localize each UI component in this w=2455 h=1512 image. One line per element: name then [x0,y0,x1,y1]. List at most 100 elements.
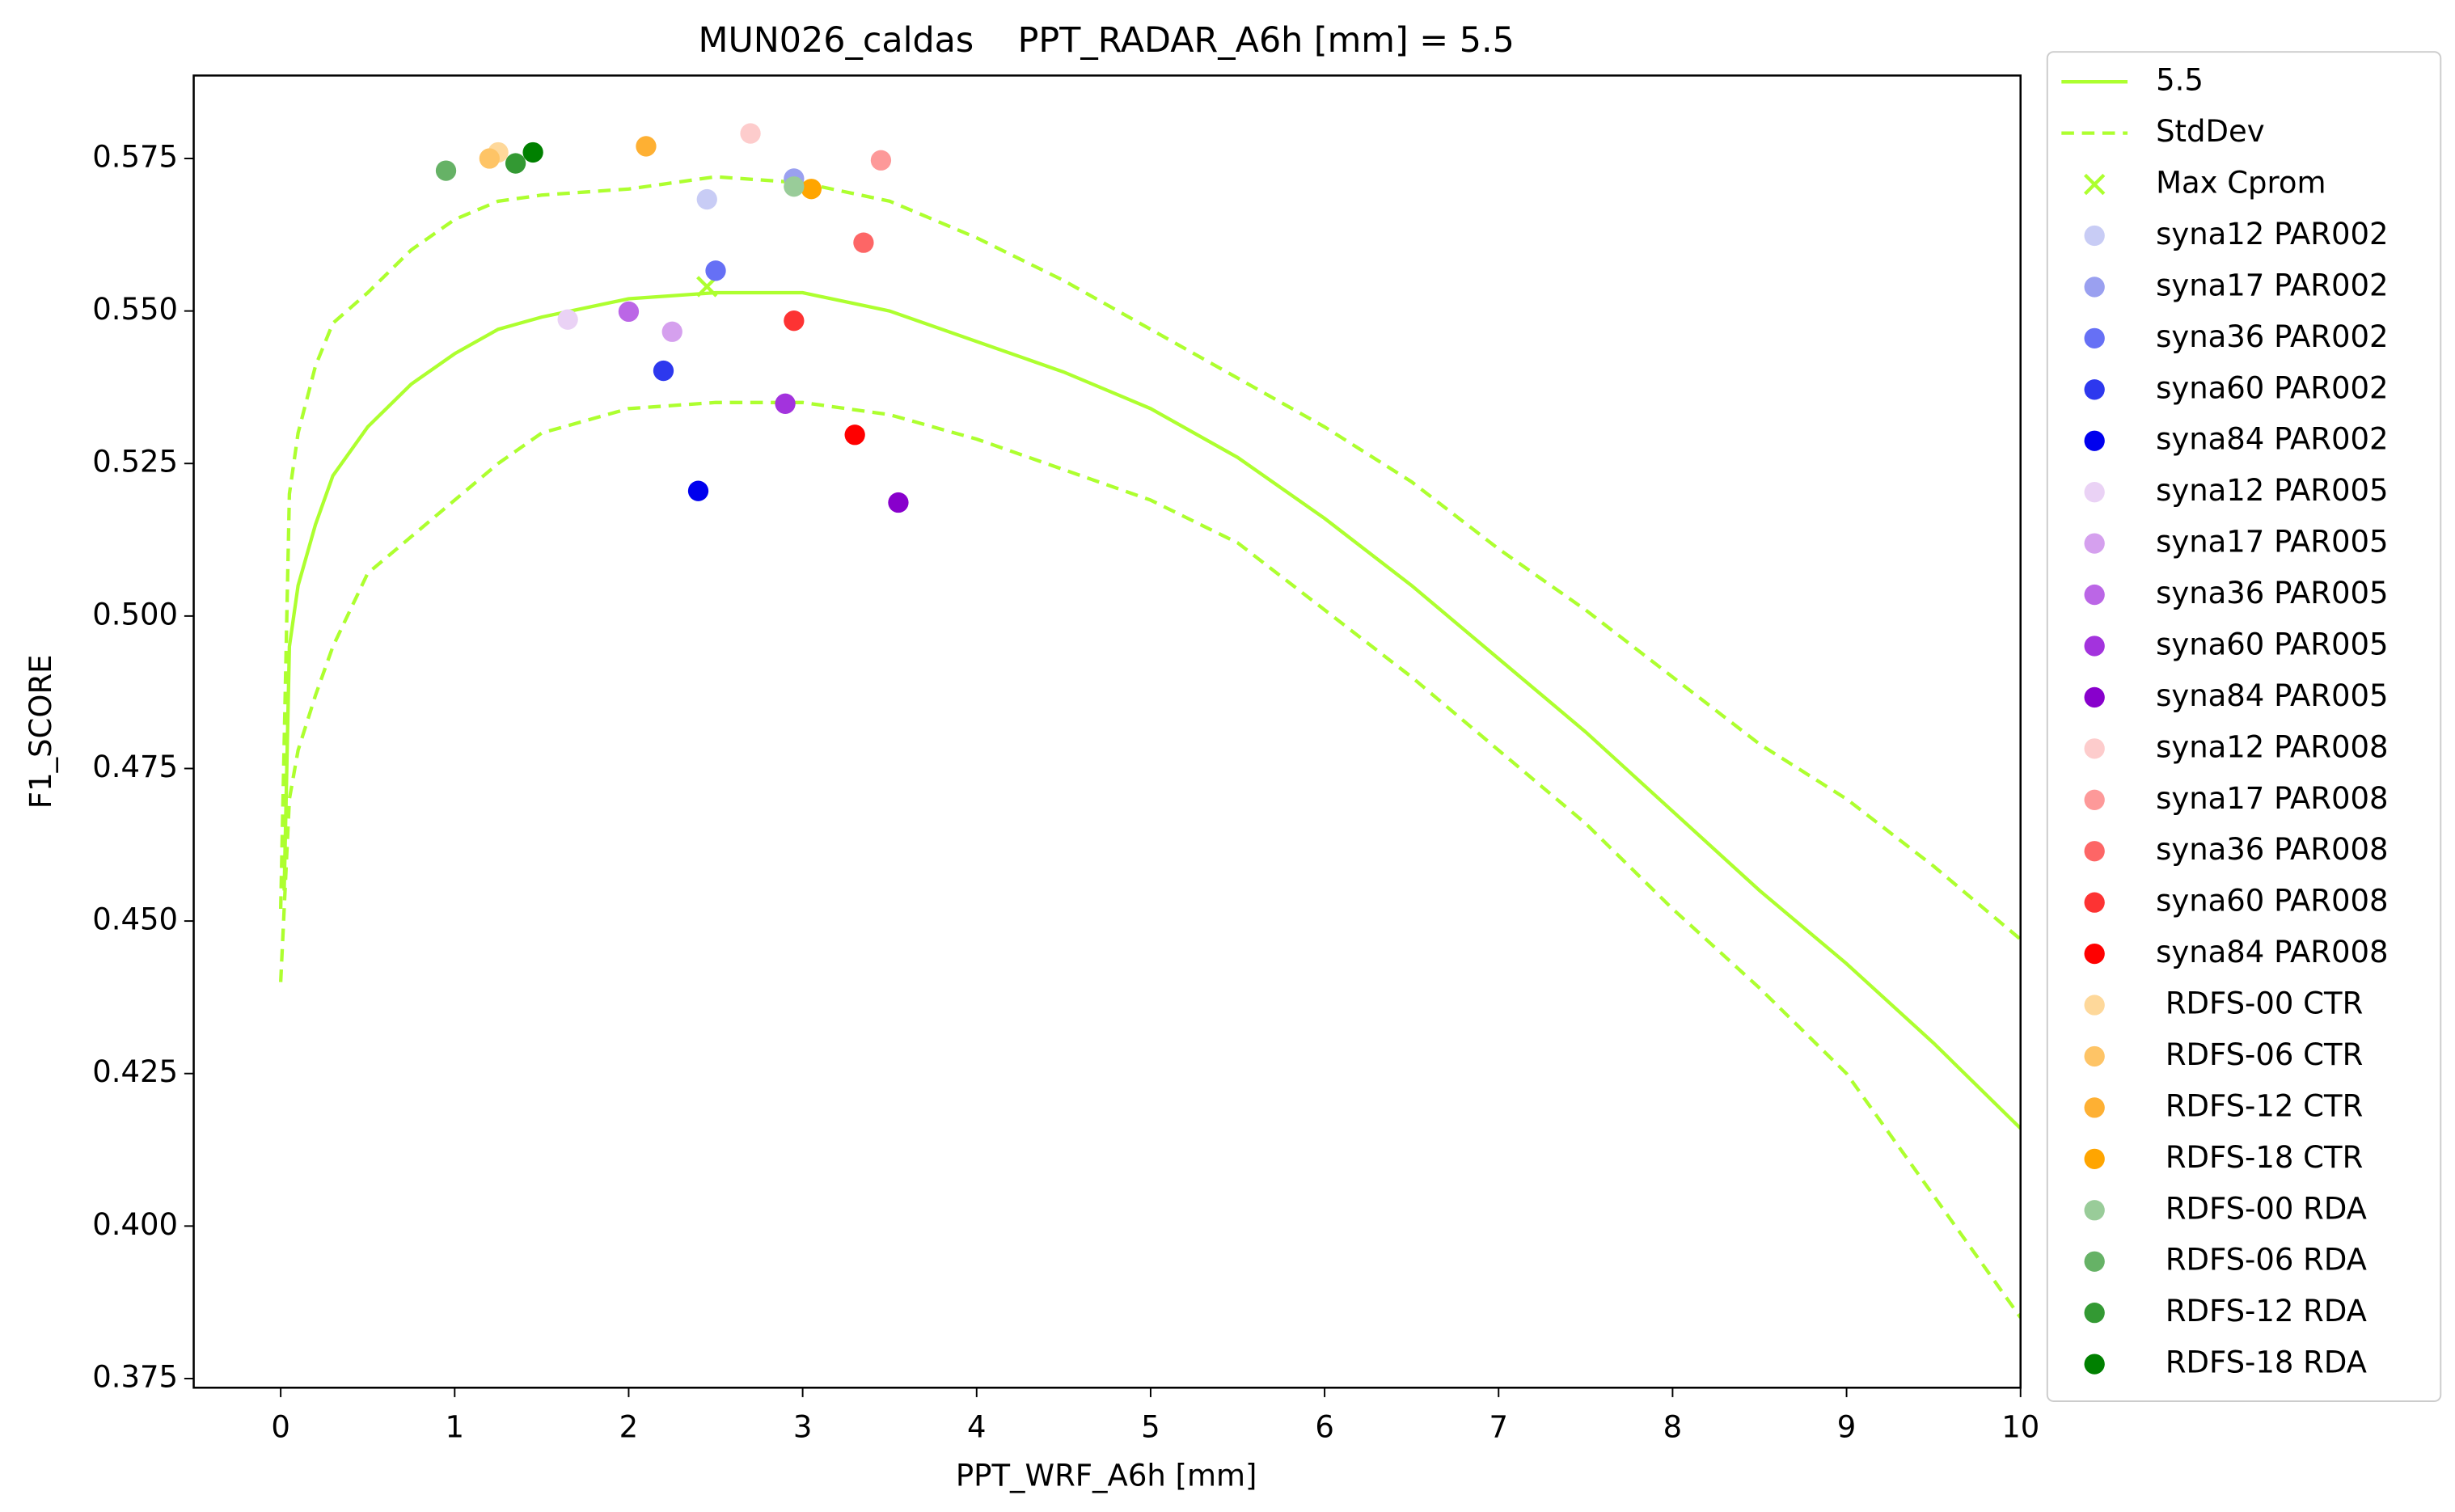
x-tick-label: 2 [619,1409,639,1444]
y-tick-label: 0.400 [92,1207,178,1242]
legend-swatch [2084,584,2105,606]
point [653,360,674,382]
x-tick-label: 10 [2001,1409,2039,1444]
y-tick-label: 0.525 [92,445,178,479]
legend-label: syna36 PAR002 [2156,319,2388,354]
legend-label: RDFS-06 RDA [2156,1243,2367,1278]
legend-label: syna17 PAR008 [2156,781,2388,816]
legend-swatch [2084,327,2105,349]
stddev-upper [278,175,2021,941]
legend-swatch [2084,995,2105,1016]
point [853,232,874,253]
y-tick-label: 0.550 [92,292,178,327]
legend-label: syna60 PAR008 [2156,884,2388,919]
legend-swatch [2084,1097,2105,1118]
legend-swatch [2084,1200,2105,1221]
x-tick-label: 8 [1663,1409,1683,1444]
x-tick-label: 1 [446,1409,465,1444]
x-tick-label: 7 [1489,1409,1508,1444]
point [687,480,709,501]
legend-swatch [2084,533,2105,554]
y-tick-label: 0.475 [92,750,178,784]
legend-label: 5.5 [2156,63,2204,98]
legend-swatch [2084,1303,2105,1324]
legend-label: syna17 PAR002 [2156,268,2388,302]
point [705,260,726,281]
point [888,492,909,513]
legend-swatch [2084,789,2105,810]
legend-swatch [2084,738,2105,759]
legend-swatch [2084,1148,2105,1169]
legend-label: RDFS-00 CTR [2156,986,2363,1021]
x-tick-label: 4 [967,1409,987,1444]
point [696,188,717,210]
point [435,160,457,181]
x-axis-label: PPT_WRF_A6h [mm] [956,1459,1257,1493]
point [740,123,761,144]
x-tick-label: 0 [271,1409,290,1444]
legend-swatch [2084,225,2105,247]
point [505,153,526,174]
legend-label: syna36 PAR005 [2156,576,2388,610]
legend-label: syna60 PAR002 [2156,370,2388,405]
legend-swatch [2084,943,2105,965]
y-axis-label: F1_SCORE [23,654,58,809]
y-tick-label: 0.425 [92,1054,178,1089]
legend-swatch [2084,482,2105,503]
legend-label: syna84 PAR005 [2156,678,2388,713]
legend-label: RDFS-12 RDA [2156,1294,2367,1328]
legend-label: syna12 PAR002 [2156,217,2388,251]
line [282,290,2021,1130]
point [870,150,892,171]
x-tick-label: 5 [1141,1409,1160,1444]
legend-label: syna12 PAR005 [2156,473,2388,508]
legend-swatch [2084,1251,2105,1272]
y-tick-label: 0.575 [92,140,178,175]
point [801,179,822,200]
legend-label: RDFS-18 CTR [2156,1140,2363,1175]
x-tick-label: 9 [1837,1409,1857,1444]
point [618,301,640,323]
point [784,176,805,197]
point [784,310,805,332]
legend-swatch [2084,277,2105,298]
legend-swatch [2084,892,2105,913]
legend-swatch [2083,173,2106,196]
y-tick-label: 0.375 [92,1359,178,1394]
legend-swatch [2084,430,2105,451]
y-tick-label: 0.500 [92,597,178,631]
x-tick-label: 6 [1315,1409,1334,1444]
point [636,136,657,157]
point [661,321,682,342]
legend-swatch [2084,1354,2105,1375]
point [557,309,578,330]
legend-swatch [2084,1045,2105,1067]
legend-label: RDFS-12 CTR [2156,1088,2363,1123]
plot-frame [192,74,2022,1389]
chart-title: MUN026_caldas PPT_RADAR_A6h [mm] = 5.5 [699,20,1515,61]
legend-label: RDFS-18 RDA [2156,1345,2367,1380]
legend-label: syna84 PAR002 [2156,422,2388,457]
legend-swatch [2084,636,2105,657]
point [844,424,865,446]
legend-swatch [2084,379,2105,400]
point [479,148,500,169]
legend-swatch [2084,686,2105,708]
legend-label: RDFS-06 CTR [2156,1037,2363,1072]
x-tick-label: 3 [793,1409,813,1444]
point [775,393,796,414]
legend-label: syna17 PAR005 [2156,525,2388,560]
legend-box [2046,51,2442,1402]
stddev-lower [278,400,2021,1319]
legend-label: StdDev [2156,114,2265,149]
legend-label: syna84 PAR008 [2156,935,2388,969]
legend-label: syna12 PAR008 [2156,729,2388,764]
y-tick-label: 0.450 [92,902,178,937]
point [522,141,543,163]
legend-label: syna60 PAR005 [2156,627,2388,661]
legend-label: Max Cprom [2156,166,2326,201]
legend-label: syna36 PAR008 [2156,832,2388,867]
legend-label: RDFS-00 RDA [2156,1191,2367,1226]
